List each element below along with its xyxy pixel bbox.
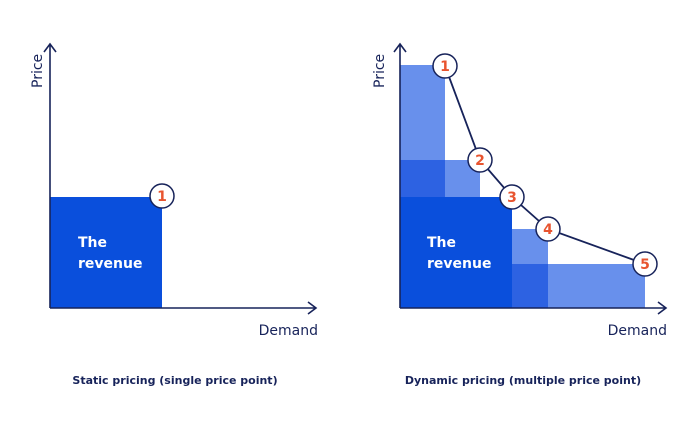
price-point-circle [432,53,458,79]
left-y-axis-label: Price [30,54,46,88]
revenue-region [548,264,645,308]
revenue-area [50,197,162,308]
price-point-number: 3 [507,190,517,206]
price-point-circle [467,147,493,173]
revenue-area [400,197,512,308]
price-point-number: 1 [440,59,450,75]
left-revenue-label: revenue [78,256,142,272]
right-x-axis [400,301,668,315]
price-point-number: 4 [543,222,553,238]
left-x-axis [50,301,318,315]
left-y-axis [43,42,57,308]
price-point-circle [632,251,658,277]
right-x-axis-label: Demand [608,323,667,339]
price-point-number: 5 [640,257,650,273]
right-chart: Price Demand The revenue Dynamic pricing… [372,42,668,387]
price-point: 3 [499,184,525,210]
right-y-axis-label: Price [372,54,388,88]
right-y-axis [393,42,407,308]
price-point: 1 [149,183,175,209]
price-point: 4 [535,216,561,242]
revenue-region [512,264,548,308]
revenue-region [400,160,445,197]
left-chart: Price Demand The revenue Static pricing … [30,42,318,387]
price-point-circle [499,184,525,210]
revenue-region [400,65,445,160]
price-point: 2 [467,147,493,173]
left-x-axis-label: Demand [259,323,318,339]
right-revenue-label: revenue [427,256,491,272]
right-caption: Dynamic pricing (multiple price point) [405,374,641,387]
price-point-number: 1 [157,189,167,205]
price-point-number: 2 [475,153,485,169]
price-point: 5 [632,251,658,277]
left-revenue-label: The [78,235,107,251]
price-point-circle [149,183,175,209]
price-points: 1 1 2 3 4 5 [149,53,658,277]
right-revenue-label: The [427,235,456,251]
price-point-circle [535,216,561,242]
price-point: 1 [432,53,458,79]
left-caption: Static pricing (single price point) [72,374,277,387]
